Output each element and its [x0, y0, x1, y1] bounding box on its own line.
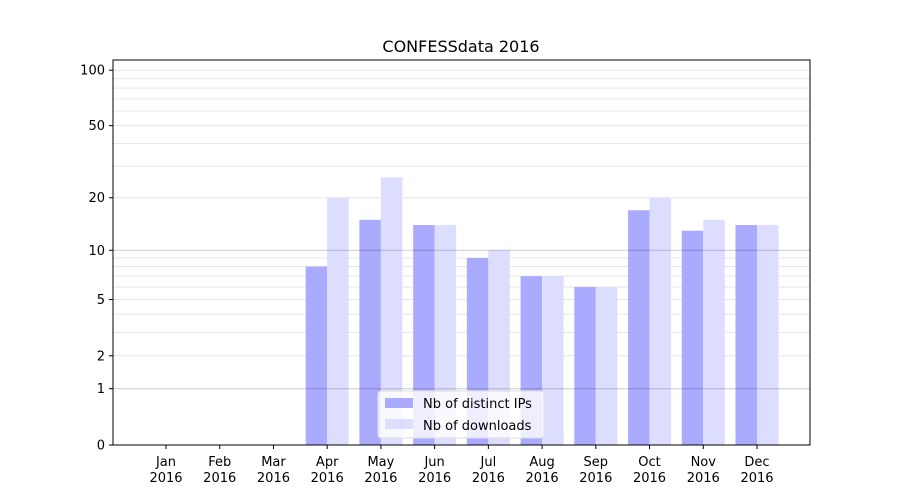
bar-ips	[681, 230, 704, 445]
bar-downloads	[434, 225, 457, 445]
x-tick-label-month: Nov	[691, 455, 717, 470]
y-tick-label: 2	[97, 349, 105, 364]
y-axis: 0 1 2 5 10 20 50 100	[80, 64, 113, 454]
bar-ips	[413, 225, 435, 445]
legend-swatch-ips	[385, 398, 413, 408]
y-tick-label: 20	[88, 191, 105, 206]
x-tick-label-year: 2016	[579, 471, 612, 486]
bar-downloads	[380, 177, 403, 446]
y-tick-label: 50	[88, 119, 105, 134]
legend-label-ips: Nb of distinct IPs	[423, 397, 532, 412]
x-axis: Jan2016Feb2016Mar2016Apr2016May2016Jun20…	[149, 445, 774, 486]
x-tick-label-month: Jul	[480, 455, 497, 470]
x-tick-label-year: 2016	[203, 471, 236, 486]
x-tick-label-year: 2016	[149, 471, 182, 486]
x-tick-label-month: Sep	[584, 455, 609, 470]
x-tick-label-year: 2016	[418, 471, 451, 486]
x-tick-label-month: Feb	[208, 455, 231, 470]
bar-downloads	[757, 225, 779, 445]
x-tick-label-month: Apr	[316, 455, 339, 470]
x-tick-label-month: Jan	[155, 455, 176, 470]
bar-ips	[735, 225, 757, 445]
x-tick-label-year: 2016	[472, 471, 505, 486]
chart-title: CONFESSdata 2016	[382, 37, 539, 56]
x-tick-label-year: 2016	[687, 471, 720, 486]
bar-ips	[305, 266, 328, 445]
legend-swatch-downloads	[385, 419, 413, 429]
x-tick-label-month: Jun	[423, 455, 444, 470]
x-tick-label-year: 2016	[364, 471, 397, 486]
bar-downloads	[595, 286, 618, 445]
y-tick-label: 10	[88, 244, 105, 259]
x-tick-label-year: 2016	[526, 471, 559, 486]
x-tick-label-month: Oct	[638, 455, 660, 470]
bar-downloads	[703, 219, 725, 445]
x-tick-label-month: Dec	[744, 455, 769, 470]
y-tick-label: 1	[97, 382, 105, 397]
y-tick-label: 5	[97, 293, 105, 308]
bar-downloads	[542, 276, 564, 445]
bar-ips	[359, 219, 381, 445]
x-tick-label-month: Aug	[529, 455, 554, 470]
bars	[305, 177, 779, 446]
x-tick-label-month: Mar	[261, 455, 286, 470]
legend-box	[377, 390, 545, 439]
y-tick-label: 0	[97, 439, 105, 454]
legend: Nb of distinct IPs Nb of downloads	[377, 390, 545, 439]
x-tick-label-year: 2016	[311, 471, 344, 486]
x-tick-label-month: May	[367, 455, 394, 470]
x-tick-label-year: 2016	[257, 471, 290, 486]
bar-ips	[574, 286, 596, 445]
y-tick-label: 100	[80, 64, 105, 79]
major-grid	[113, 249, 810, 390]
plot-frame	[112, 59, 811, 446]
x-tick-label-year: 2016	[633, 471, 666, 486]
bar-ips	[628, 210, 650, 445]
x-tick-label-year: 2016	[740, 471, 773, 486]
bar-downloads	[649, 197, 672, 445]
legend-label-downloads: Nb of downloads	[423, 419, 532, 434]
bar-downloads	[327, 197, 349, 445]
